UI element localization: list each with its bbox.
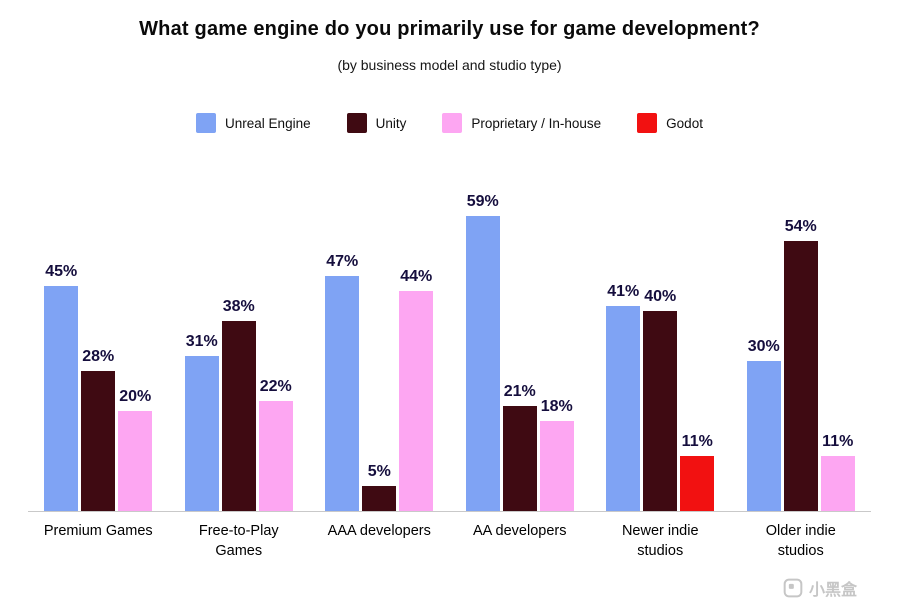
watermark-text: 小黑盒 — [808, 582, 857, 599]
bar-aa-developers-proprietary-in-house: 18% — [539, 398, 574, 511]
legend-item-proprietary-in-house: Proprietary / In-house — [442, 113, 601, 133]
category-label-older-indie-studios: Older indie studios — [731, 512, 872, 561]
bar-premium-games-unreal-engine: 45% — [44, 263, 79, 511]
legend-item-unity: Unity — [346, 113, 407, 133]
legend-label: Unreal Engine — [225, 115, 311, 131]
bar-value-label: 38% — [222, 298, 255, 315]
bar-group-aaa-developers: 47% 5% 44% — [309, 253, 450, 511]
bar-free-to-play-games-proprietary-in-house: 22% — [258, 378, 293, 511]
bar-free-to-play-games-unreal-engine: 31% — [184, 333, 219, 511]
legend-label: Unity — [375, 115, 407, 131]
bar-value-label: 31% — [185, 333, 218, 350]
bar-value-label: 5% — [367, 463, 391, 480]
chart-subtitle: (by business model and studio type) — [337, 57, 562, 73]
bar-aaa-developers-unity: 5% — [362, 463, 397, 511]
legend-swatch-proprietary-in-house — [442, 113, 463, 133]
bar-value-label: 11% — [822, 433, 854, 450]
legend-item-unreal-engine: Unreal Engine — [196, 113, 311, 133]
legend-swatch-unreal-engine — [196, 113, 217, 133]
bar-value-label: 54% — [784, 218, 817, 235]
bar-value-label: 41% — [607, 283, 640, 300]
bar-value-label: 59% — [466, 193, 499, 210]
watermark: 小黑盒 — [783, 576, 857, 600]
bar-value-label: 40% — [644, 288, 677, 305]
legend-swatch-godot — [637, 113, 658, 133]
bar-older-indie-studios-unity: 54% — [783, 218, 818, 511]
bar-value-label: 20% — [119, 388, 152, 405]
category-label-text: Premium Games — [43, 523, 153, 539]
bar-value-label: 28% — [82, 348, 115, 365]
bar-aaa-developers-unreal-engine: 47% — [325, 253, 360, 511]
legend-label: Godot — [666, 115, 703, 131]
category-label-text: Free-to-Play Games — [198, 523, 279, 559]
bar-value-label: 44% — [400, 268, 433, 285]
bar-aaa-developers-proprietary-in-house: 44% — [399, 268, 434, 511]
category-label-aa-developers: AA developers — [450, 512, 591, 561]
category-label-text: AAA developers — [327, 523, 431, 539]
legend: Unreal Engine Unity Proprietary / In-house… — [0, 113, 899, 133]
bar-older-indie-studios-unreal-engine: 30% — [746, 338, 781, 511]
bar-newer-indie-studios-unreal-engine: 41% — [606, 283, 641, 511]
category-label-premium-games: Premium Games — [28, 512, 169, 561]
category-label-text: Older indie studios — [765, 523, 836, 559]
bar-older-indie-studios-proprietary-in-house: 11% — [820, 433, 855, 511]
category-label-text: Newer indie studios — [621, 523, 699, 559]
bar-group-aa-developers: 59% 21% 18% — [450, 193, 591, 511]
bar-aa-developers-unreal-engine: 59% — [465, 193, 500, 511]
bar-premium-games-proprietary-in-house: 20% — [118, 388, 153, 511]
bar-group-older-indie-studios: 30% 54% 11% — [731, 218, 872, 511]
bar-group-newer-indie-studios: 41% 40% 11% — [590, 283, 731, 511]
bar-premium-games-unity: 28% — [81, 348, 116, 511]
bar-free-to-play-games-unity: 38% — [221, 298, 256, 511]
chart-title: What game engine do you primarily use fo… — [139, 18, 760, 40]
legend-label: Proprietary / In-house — [471, 115, 602, 131]
category-label-free-to-play-games: Free-to-Play Games — [169, 512, 310, 561]
bar-value-label: 22% — [259, 378, 292, 395]
bar-newer-indie-studios-godot: 11% — [680, 433, 715, 511]
bar-value-label: 18% — [540, 398, 573, 415]
bar-aa-developers-unity: 21% — [502, 383, 537, 511]
bar-group-free-to-play-games: 31% 38% 22% — [169, 298, 310, 511]
bar-group-premium-games: 45% 28% 20% — [28, 263, 169, 511]
bar-value-label: 47% — [326, 253, 359, 270]
bar-value-label: 11% — [681, 433, 713, 450]
x-axis: Premium Games Free-to-Play Games AAA devel… — [28, 511, 871, 561]
plot-area: 45% 28% 20% 31% 38% 22% 47% 5% 44% 59% 21% 18% 41% 40… — [28, 179, 871, 511]
category-label-newer-indie-studios: Newer indie studios — [590, 512, 731, 561]
bar-value-label: 45% — [45, 263, 78, 280]
bar-chart: 45% 28% 20% 31% 38% 22% 47% 5% 44% 59% 21% 18% 41% 40… — [28, 179, 871, 561]
heybox-logo-icon — [783, 578, 803, 598]
bar-newer-indie-studios-unity: 40% — [643, 288, 678, 511]
category-label-aaa-developers: AAA developers — [309, 512, 450, 561]
legend-swatch-unity — [346, 113, 367, 133]
category-label-text: AA developers — [472, 523, 567, 539]
bar-value-label: 30% — [747, 338, 780, 355]
legend-item-godot: Godot — [637, 113, 703, 133]
bar-value-label: 21% — [503, 383, 536, 400]
